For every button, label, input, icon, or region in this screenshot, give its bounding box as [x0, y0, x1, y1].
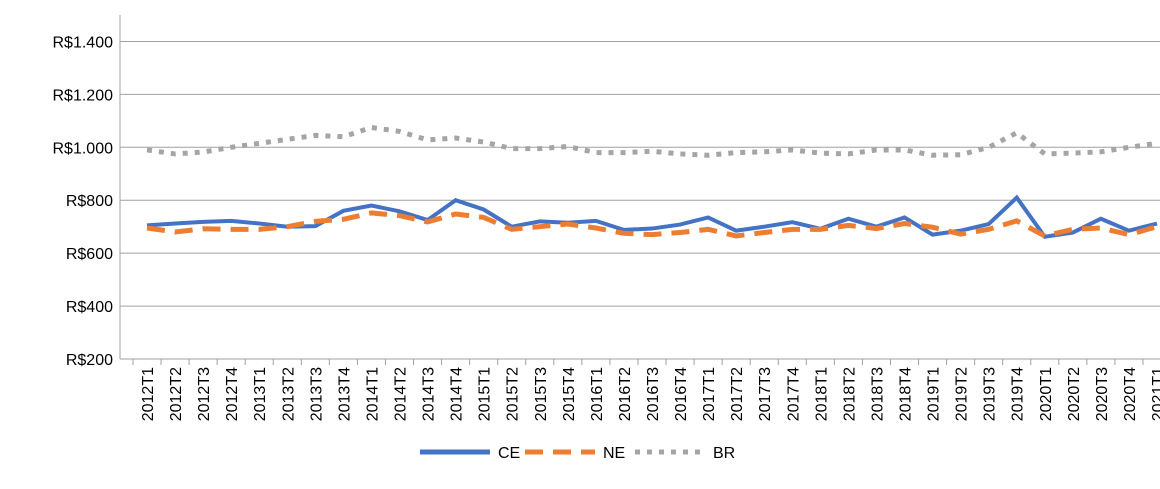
x-tick-label: 2013T2	[280, 367, 297, 421]
x-tick-label: 2012T1	[140, 367, 157, 421]
x-tick-label: 2018T4	[898, 367, 915, 421]
x-tick-label: 2016T1	[589, 367, 606, 421]
x-tick-label: 2017T3	[757, 367, 774, 421]
x-tick-label: 2017T4	[785, 367, 802, 421]
x-tick-label: 2013T4	[336, 367, 353, 421]
series-line	[146, 210, 1158, 239]
x-tick-label: 2020T3	[1094, 367, 1111, 421]
x-tick-label: 2019T1	[926, 367, 943, 421]
x-tick-label: 2015T3	[533, 367, 550, 421]
x-tick-label: 2020T1	[1038, 367, 1055, 421]
y-tick-label: R$200	[66, 352, 113, 369]
series-line	[146, 194, 1158, 239]
x-tick-label: 2018T2	[841, 367, 858, 421]
x-tick-label: 2015T2	[505, 367, 522, 421]
x-tick-label: 2014T2	[393, 367, 410, 421]
x-tick-label: 2012T4	[224, 367, 241, 421]
series-line	[146, 124, 1158, 158]
legend-label: NE	[603, 445, 625, 462]
x-tick-label: 2016T3	[645, 367, 662, 421]
y-tick-label: R$1.200	[53, 87, 114, 104]
x-tick-label: 2012T2	[168, 367, 185, 421]
x-tick-label: 2014T1	[364, 367, 381, 421]
x-tick-label: 2019T3	[982, 367, 999, 421]
x-tick-label: 2014T3	[421, 367, 438, 421]
y-tick-label: R$1.000	[53, 140, 114, 157]
x-tick-label: 2017T2	[729, 367, 746, 421]
x-tick-label: 2018T3	[869, 367, 886, 421]
x-tick-label: 2019T2	[954, 367, 971, 421]
x-tick-label: 2014T4	[449, 367, 466, 421]
x-tick-label: 2015T1	[477, 367, 494, 421]
legend-label: CE	[498, 445, 520, 462]
x-tick-label: 2018T1	[813, 367, 830, 421]
x-tick-label: 2016T2	[617, 367, 634, 421]
y-tick-label: R$1.400	[53, 34, 114, 51]
x-tick-label: 2020T4	[1122, 367, 1139, 421]
y-tick-label: R$800	[66, 193, 113, 210]
y-tick-label: R$600	[66, 246, 113, 263]
x-tick-label: 2020T2	[1066, 367, 1083, 421]
x-tick-label: 2015T4	[561, 367, 578, 421]
x-tick-label: 2012T3	[196, 367, 213, 421]
y-tick-label: R$400	[66, 299, 113, 316]
x-tick-label: 2021T1	[1150, 367, 1160, 421]
x-tick-label: 2016T4	[673, 367, 690, 421]
x-tick-label: 2013T1	[252, 367, 269, 421]
x-tick-label: 2013T3	[308, 367, 325, 421]
x-tick-label: 2017T1	[701, 367, 718, 421]
legend-label: BR	[713, 445, 735, 462]
x-tick-label: 2019T4	[1010, 367, 1027, 421]
